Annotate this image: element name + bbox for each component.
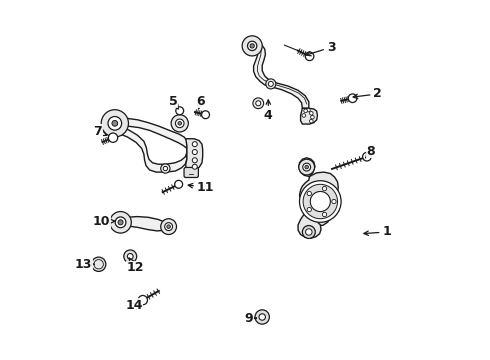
Circle shape — [96, 261, 102, 267]
Text: 4: 4 — [264, 100, 272, 122]
Polygon shape — [254, 45, 309, 108]
Circle shape — [306, 229, 312, 235]
Circle shape — [256, 101, 261, 106]
Circle shape — [192, 149, 197, 154]
Circle shape — [108, 117, 122, 130]
Text: 8: 8 — [366, 145, 375, 158]
Circle shape — [303, 163, 311, 171]
Circle shape — [161, 164, 170, 173]
Circle shape — [250, 44, 254, 48]
Circle shape — [302, 114, 306, 117]
Circle shape — [307, 192, 312, 195]
Circle shape — [118, 220, 123, 225]
Circle shape — [201, 111, 210, 119]
Circle shape — [101, 110, 128, 137]
Circle shape — [253, 98, 264, 109]
Circle shape — [167, 225, 171, 228]
Circle shape — [322, 186, 327, 191]
Circle shape — [305, 52, 314, 60]
Text: 10: 10 — [93, 215, 115, 228]
Circle shape — [348, 94, 357, 103]
Text: 7: 7 — [94, 125, 107, 138]
Circle shape — [299, 181, 341, 222]
Circle shape — [363, 152, 371, 161]
Circle shape — [242, 36, 262, 56]
FancyBboxPatch shape — [184, 167, 198, 177]
Circle shape — [138, 296, 147, 305]
Circle shape — [310, 112, 313, 115]
Circle shape — [176, 107, 184, 115]
Circle shape — [110, 212, 131, 233]
Circle shape — [307, 108, 310, 112]
Polygon shape — [299, 158, 315, 176]
Circle shape — [165, 223, 172, 230]
Circle shape — [311, 116, 314, 119]
Circle shape — [255, 310, 270, 324]
Circle shape — [161, 219, 176, 234]
Text: 11: 11 — [188, 181, 214, 194]
Polygon shape — [120, 118, 187, 148]
Text: 5: 5 — [169, 95, 178, 109]
Text: 3: 3 — [306, 41, 335, 56]
Polygon shape — [116, 217, 170, 231]
Circle shape — [307, 207, 312, 212]
Circle shape — [175, 119, 184, 128]
Circle shape — [178, 122, 181, 125]
Polygon shape — [300, 108, 318, 124]
Circle shape — [269, 81, 273, 86]
Circle shape — [310, 120, 313, 123]
Circle shape — [332, 199, 336, 204]
Circle shape — [310, 192, 330, 212]
Polygon shape — [120, 127, 187, 172]
Text: 12: 12 — [127, 258, 145, 274]
Text: 1: 1 — [364, 225, 391, 238]
Circle shape — [305, 165, 309, 169]
Polygon shape — [186, 139, 203, 170]
Circle shape — [322, 212, 327, 217]
Circle shape — [192, 141, 197, 147]
Text: 13: 13 — [75, 258, 94, 271]
Circle shape — [171, 115, 188, 132]
Polygon shape — [299, 172, 338, 226]
Circle shape — [108, 133, 118, 142]
Circle shape — [192, 164, 197, 169]
Circle shape — [163, 166, 168, 171]
Text: 2: 2 — [353, 87, 382, 100]
Circle shape — [247, 41, 257, 50]
Circle shape — [192, 158, 197, 163]
Polygon shape — [298, 214, 321, 238]
Circle shape — [94, 260, 103, 269]
Text: 6: 6 — [196, 95, 204, 109]
Circle shape — [124, 250, 137, 263]
Circle shape — [299, 159, 315, 175]
Circle shape — [266, 79, 276, 89]
Text: 9: 9 — [245, 311, 256, 325]
Circle shape — [112, 121, 118, 126]
Circle shape — [92, 257, 106, 271]
Circle shape — [175, 180, 183, 188]
Circle shape — [259, 314, 266, 320]
Text: 14: 14 — [125, 299, 143, 312]
Circle shape — [127, 253, 133, 259]
Circle shape — [304, 109, 307, 113]
Circle shape — [303, 184, 338, 219]
Circle shape — [302, 226, 315, 238]
Circle shape — [115, 217, 126, 228]
